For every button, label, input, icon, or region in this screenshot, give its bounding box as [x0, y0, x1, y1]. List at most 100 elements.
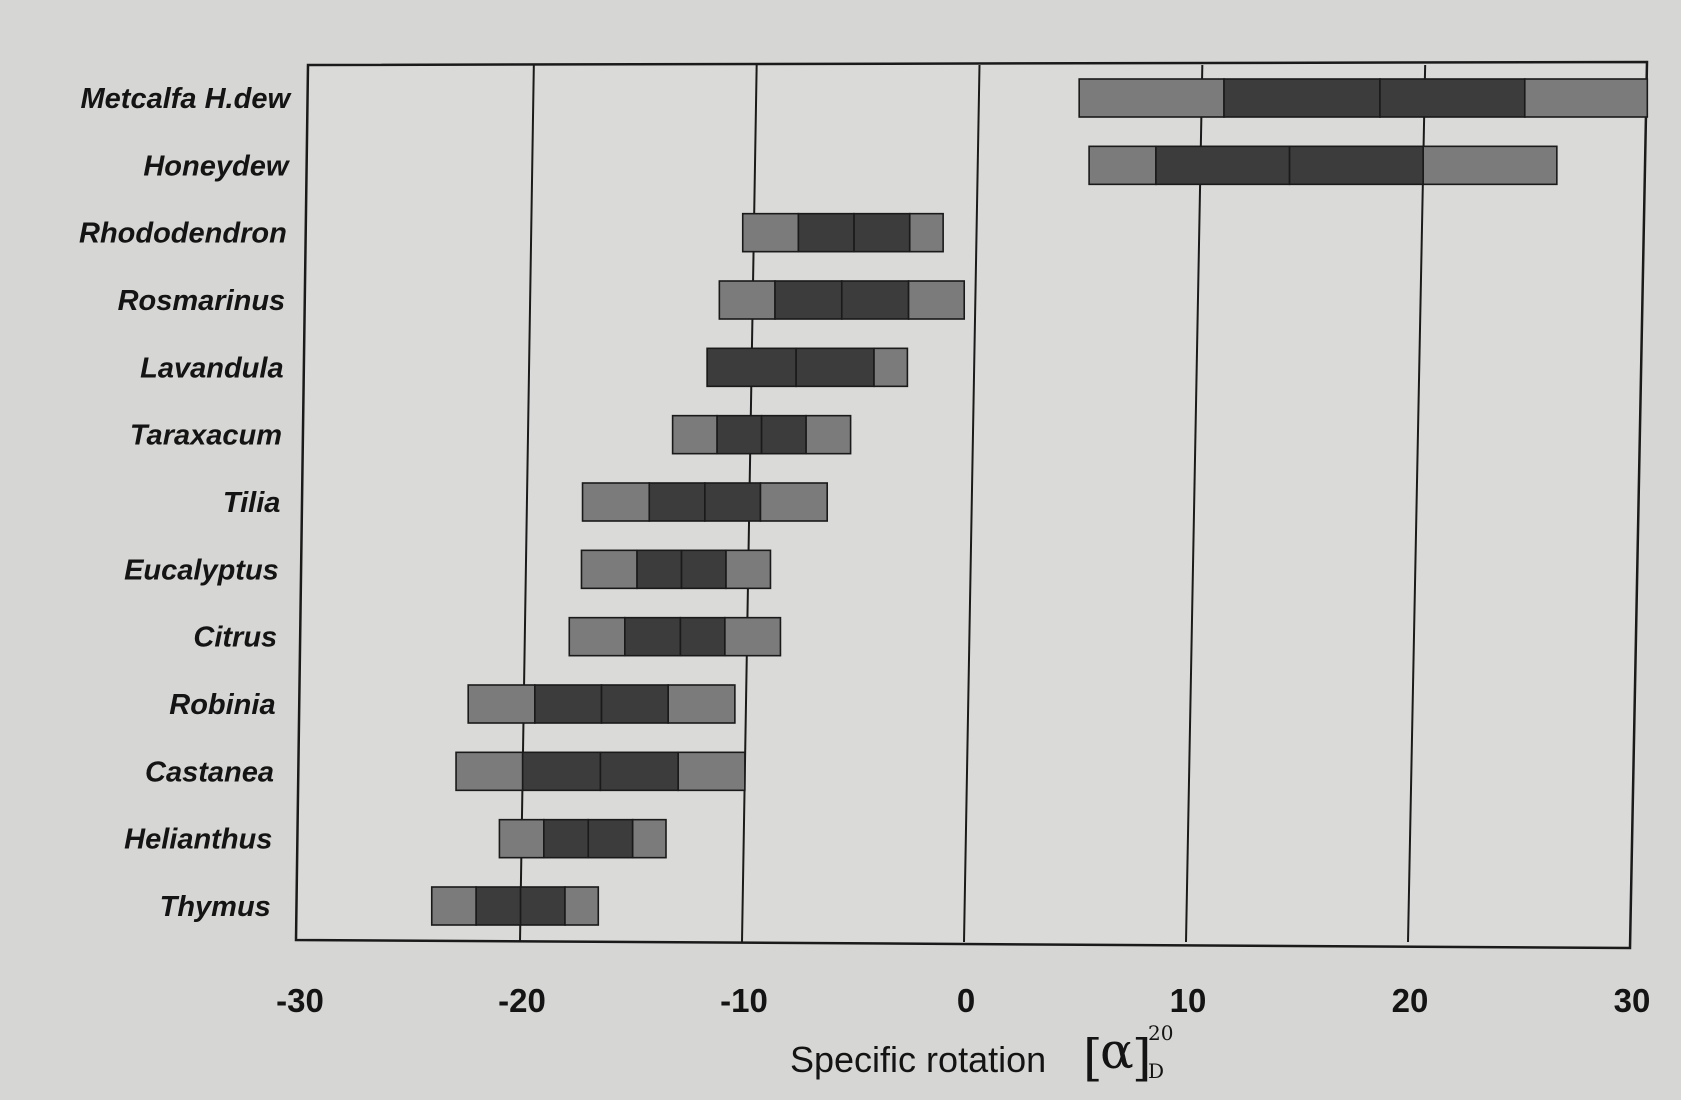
- bar-segment: [1288, 145, 1425, 186]
- category-label: Helianthus: [124, 824, 272, 856]
- bar-segment: [455, 751, 524, 792]
- bar-metcalfa-h-dew: [1078, 78, 1649, 118]
- bar-eucalyptus: [580, 549, 772, 590]
- gridline: [1407, 64, 1427, 943]
- bar-honeydew: [1088, 145, 1558, 186]
- bar-rhododendron: [741, 212, 944, 253]
- bar-lavandula: [706, 347, 909, 388]
- category-label: Robinia: [169, 689, 275, 721]
- category-labels: Metcalfa H.dew Honeydew Rhododendron Rosmar…: [79, 83, 292, 923]
- bar-segment: [677, 751, 746, 792]
- x-tick-label: -20: [498, 982, 546, 1019]
- bar-segment: [498, 818, 545, 859]
- category-label: Eucalyptus: [124, 554, 279, 586]
- gridline: [963, 64, 981, 943]
- bar-segment: [1088, 145, 1157, 186]
- bar-castanea: [455, 751, 746, 792]
- bar-robinia: [467, 684, 736, 724]
- bar-segment: [587, 818, 634, 859]
- bar-segment: [724, 616, 782, 657]
- bar-segment: [704, 482, 762, 522]
- bar-segment: [774, 280, 843, 320]
- bar-segment: [521, 751, 602, 792]
- bar-citrus: [568, 616, 782, 657]
- bar-segment: [759, 482, 829, 522]
- bar-segment: [519, 886, 566, 926]
- x-axis-superscript: 20: [1148, 1021, 1173, 1045]
- category-label: Taraxacum: [130, 420, 282, 452]
- x-tick-label: 20: [1392, 982, 1429, 1019]
- bar-segment: [718, 280, 776, 320]
- bar-segment: [564, 886, 600, 926]
- bar-segment: [1523, 78, 1649, 118]
- bar-segment: [680, 549, 727, 590]
- bar-segment: [667, 684, 736, 724]
- bar-segment: [907, 280, 966, 320]
- bar-tilia: [581, 482, 829, 522]
- category-label: Citrus: [193, 622, 277, 654]
- bar-segment: [1223, 78, 1381, 118]
- x-axis-subscript: D: [1148, 1059, 1164, 1083]
- gridline: [1185, 64, 1204, 943]
- bar-segment: [873, 347, 909, 388]
- category-label: Lavandula: [140, 352, 283, 384]
- category-label: Rosmarinus: [118, 285, 286, 317]
- bar-segment: [475, 886, 522, 926]
- bars-layer: [430, 78, 1649, 926]
- bar-segment: [671, 414, 718, 455]
- bar-segment: [679, 616, 726, 657]
- x-tick-label: -10: [720, 982, 768, 1019]
- bar-segment: [580, 549, 638, 590]
- x-tick-label: -30: [276, 982, 324, 1019]
- bar-segment: [725, 549, 772, 590]
- bar-segment: [430, 886, 477, 926]
- bar-rosmarinus: [718, 280, 966, 320]
- bar-segment: [1422, 145, 1558, 186]
- category-label: Tilia: [223, 487, 281, 519]
- bar-segment: [1078, 78, 1225, 118]
- x-axis-bracket-close: ]: [1132, 1029, 1152, 1087]
- bar-segment: [581, 482, 651, 522]
- bar-segment: [853, 212, 911, 253]
- x-axis-bracket-open: [: [1083, 1029, 1103, 1087]
- bar-segment: [760, 414, 807, 455]
- bar-segment: [1379, 78, 1526, 118]
- x-tick-label: 0: [957, 982, 975, 1019]
- gridlines: [519, 64, 1427, 943]
- x-tick-label: 10: [1170, 982, 1207, 1019]
- bar-segment: [600, 684, 670, 724]
- x-axis-symbol: α: [1100, 1022, 1134, 1080]
- bar-segment: [648, 482, 706, 522]
- bar-helianthus: [498, 818, 667, 859]
- bar-segment: [706, 347, 797, 388]
- bar-segment: [543, 818, 590, 859]
- bar-segment: [741, 212, 800, 253]
- bar-segment: [568, 616, 626, 657]
- bar-segment: [631, 818, 667, 859]
- x-tick-label: 30: [1614, 982, 1651, 1019]
- bar-taraxacum: [671, 414, 852, 455]
- category-label: Rhododendron: [79, 218, 287, 250]
- x-axis-title: Specific rotation: [790, 1039, 1046, 1080]
- bar-segment: [636, 549, 683, 590]
- x-tick-labels: -30 -20 -10 0 10 20 30: [276, 982, 1650, 1019]
- bar-segment: [1155, 145, 1291, 186]
- bar-segment: [840, 280, 910, 320]
- bar-segment: [716, 414, 763, 455]
- bar-segment: [599, 751, 680, 792]
- bar-segment: [795, 347, 875, 388]
- bar-segment: [805, 414, 852, 455]
- category-label: Thymus: [160, 891, 271, 923]
- bar-segment: [624, 616, 682, 657]
- x-axis-title-group: Specific rotation [ α ] 20 D: [790, 1021, 1173, 1087]
- category-label: Metcalfa H.dew: [81, 83, 293, 115]
- gridline: [519, 64, 535, 943]
- category-label: Honeydew: [143, 150, 290, 182]
- bar-segment: [797, 212, 855, 253]
- bar-segment: [534, 684, 603, 724]
- bar-thymus: [430, 886, 600, 926]
- category-label: Castanea: [145, 756, 274, 788]
- bar-segment: [467, 684, 536, 724]
